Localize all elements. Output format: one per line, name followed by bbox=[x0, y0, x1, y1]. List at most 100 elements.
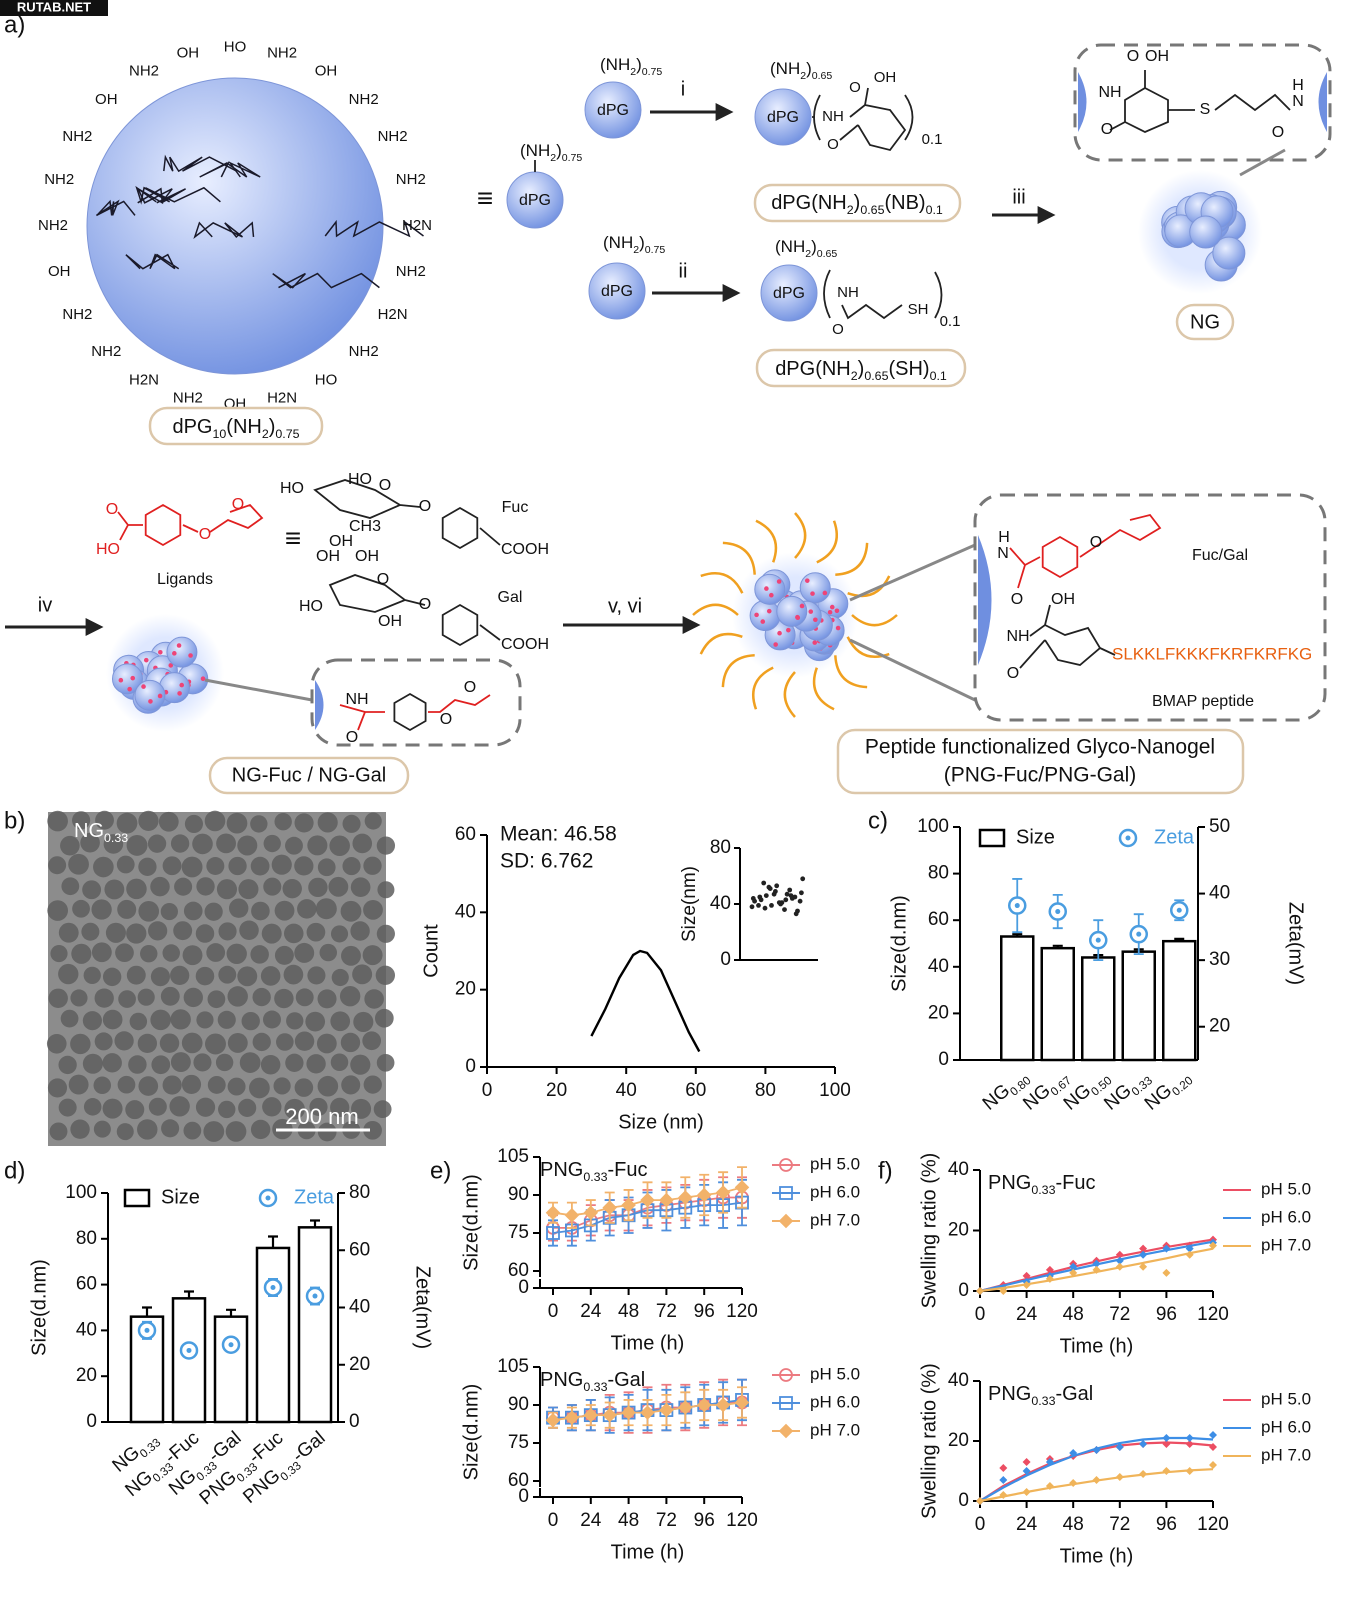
tem-particle bbox=[250, 856, 270, 876]
tem-particle bbox=[117, 1075, 136, 1094]
scale-bar-label: 200 nm bbox=[285, 1104, 358, 1129]
tem-particle bbox=[262, 1097, 282, 1117]
zeta-marker-dot bbox=[312, 1293, 318, 1299]
tem-particle bbox=[159, 1033, 180, 1053]
tem-particle bbox=[341, 945, 361, 966]
legend-label: Zeta bbox=[1154, 826, 1195, 848]
bar bbox=[297, 1226, 333, 1424]
text-part: (NB) bbox=[884, 192, 925, 214]
sphere-label: dPG bbox=[597, 102, 629, 119]
label-box bbox=[753, 183, 962, 223]
amine-label: (NH2)0.65 bbox=[775, 237, 837, 259]
y2-tick-label: 0 bbox=[349, 1411, 360, 1432]
point bbox=[1139, 1470, 1148, 1478]
y-tick-label: 20 bbox=[948, 1220, 969, 1241]
tem-particle bbox=[316, 1033, 337, 1054]
tem-particle bbox=[217, 1010, 236, 1029]
bond bbox=[313, 479, 421, 519]
tem-particle bbox=[330, 1097, 350, 1118]
text-part: 0.33 bbox=[583, 1380, 607, 1394]
atom-label: NH2 bbox=[267, 45, 297, 62]
bond bbox=[835, 542, 869, 576]
tem-particle bbox=[274, 945, 294, 965]
ligand-dot bbox=[769, 592, 774, 598]
bar bbox=[213, 1315, 249, 1424]
dashed-box bbox=[1073, 43, 1332, 162]
tem-particle bbox=[294, 1031, 315, 1051]
tem-particle bbox=[307, 966, 326, 985]
compound-label: dPG10(NH2)0.75 bbox=[172, 416, 299, 441]
marker bbox=[583, 1407, 599, 1423]
chart-title: PNG0.33-Gal bbox=[540, 1369, 645, 1394]
tem-particle bbox=[226, 943, 247, 964]
atom-label: NH2 bbox=[62, 306, 92, 323]
legend-label: pH 7.0 bbox=[810, 1420, 860, 1439]
ligand-dot bbox=[760, 619, 766, 624]
text-part: -Gal bbox=[607, 1369, 645, 1391]
ligand-dot bbox=[177, 691, 182, 696]
ligand-dot bbox=[176, 643, 182, 648]
tem-particle bbox=[105, 922, 126, 943]
tem-particle bbox=[58, 1055, 77, 1075]
tem-particle bbox=[58, 1098, 77, 1117]
atom-label: NH2 bbox=[396, 171, 426, 188]
y-tick-label: 60 bbox=[76, 1274, 97, 1295]
tem-particle bbox=[117, 899, 137, 919]
atom-label: OH bbox=[378, 613, 402, 630]
point bbox=[1162, 1434, 1171, 1442]
text-part: PNG bbox=[540, 1159, 583, 1181]
atom-label: O bbox=[440, 711, 452, 728]
ligand-dot bbox=[829, 604, 835, 610]
ligand-dot bbox=[773, 642, 778, 647]
sphere bbox=[760, 264, 818, 322]
tem-particle bbox=[125, 1100, 145, 1120]
chart-title: PNG0.33-Fuc bbox=[540, 1159, 647, 1184]
marker bbox=[659, 1192, 674, 1208]
tem-particle bbox=[225, 1121, 247, 1142]
tem-particle bbox=[274, 812, 292, 831]
equivalence: ≡ bbox=[477, 182, 493, 213]
point bbox=[1139, 1440, 1148, 1448]
tem-particle bbox=[162, 1075, 182, 1095]
inset-point bbox=[767, 886, 773, 891]
tem-particle bbox=[126, 965, 146, 985]
tem-particle bbox=[116, 855, 135, 874]
legend-marker bbox=[123, 1188, 151, 1208]
y-tick-label: 0 bbox=[518, 1486, 529, 1507]
tem-particle bbox=[363, 899, 383, 920]
tem-particle bbox=[315, 898, 337, 920]
marker bbox=[734, 1180, 750, 1195]
tem-particle bbox=[47, 1078, 68, 1098]
panel-label: e) bbox=[430, 1157, 451, 1184]
tem-particle bbox=[250, 945, 269, 964]
text-part: dPG(NH bbox=[771, 192, 847, 214]
bond bbox=[193, 221, 255, 239]
ligand-dot bbox=[172, 651, 177, 656]
tem-particle bbox=[328, 876, 349, 897]
compound-label: (PNG-Fuc/PNG-Gal) bbox=[944, 764, 1137, 787]
x-axis-label: Time (h) bbox=[611, 1541, 685, 1563]
tem-particle bbox=[218, 1100, 236, 1119]
tem-particle bbox=[227, 1077, 246, 1096]
ligand-dot bbox=[786, 627, 791, 633]
bond bbox=[441, 506, 479, 550]
tem-particle bbox=[116, 1123, 134, 1141]
ligand-dot bbox=[754, 612, 759, 618]
tem-particle bbox=[376, 836, 396, 855]
bond bbox=[339, 694, 491, 731]
text-part: -Fuc bbox=[1055, 1172, 1095, 1194]
atom-label: HO bbox=[348, 471, 372, 488]
tem-particle bbox=[276, 1033, 294, 1051]
marker bbox=[564, 1410, 580, 1425]
tem-particle bbox=[93, 856, 114, 878]
inset-point bbox=[779, 900, 785, 905]
tem-particle bbox=[374, 1008, 394, 1028]
text-part: 0.75 bbox=[562, 152, 583, 164]
tem-particle bbox=[237, 835, 258, 856]
step-label: v, vi bbox=[608, 595, 642, 617]
tem-particle bbox=[339, 985, 361, 1007]
surface bbox=[978, 535, 992, 665]
text-part: 0.75 bbox=[275, 427, 299, 441]
tem-particle bbox=[196, 1011, 214, 1029]
tem-particle bbox=[161, 1119, 180, 1138]
